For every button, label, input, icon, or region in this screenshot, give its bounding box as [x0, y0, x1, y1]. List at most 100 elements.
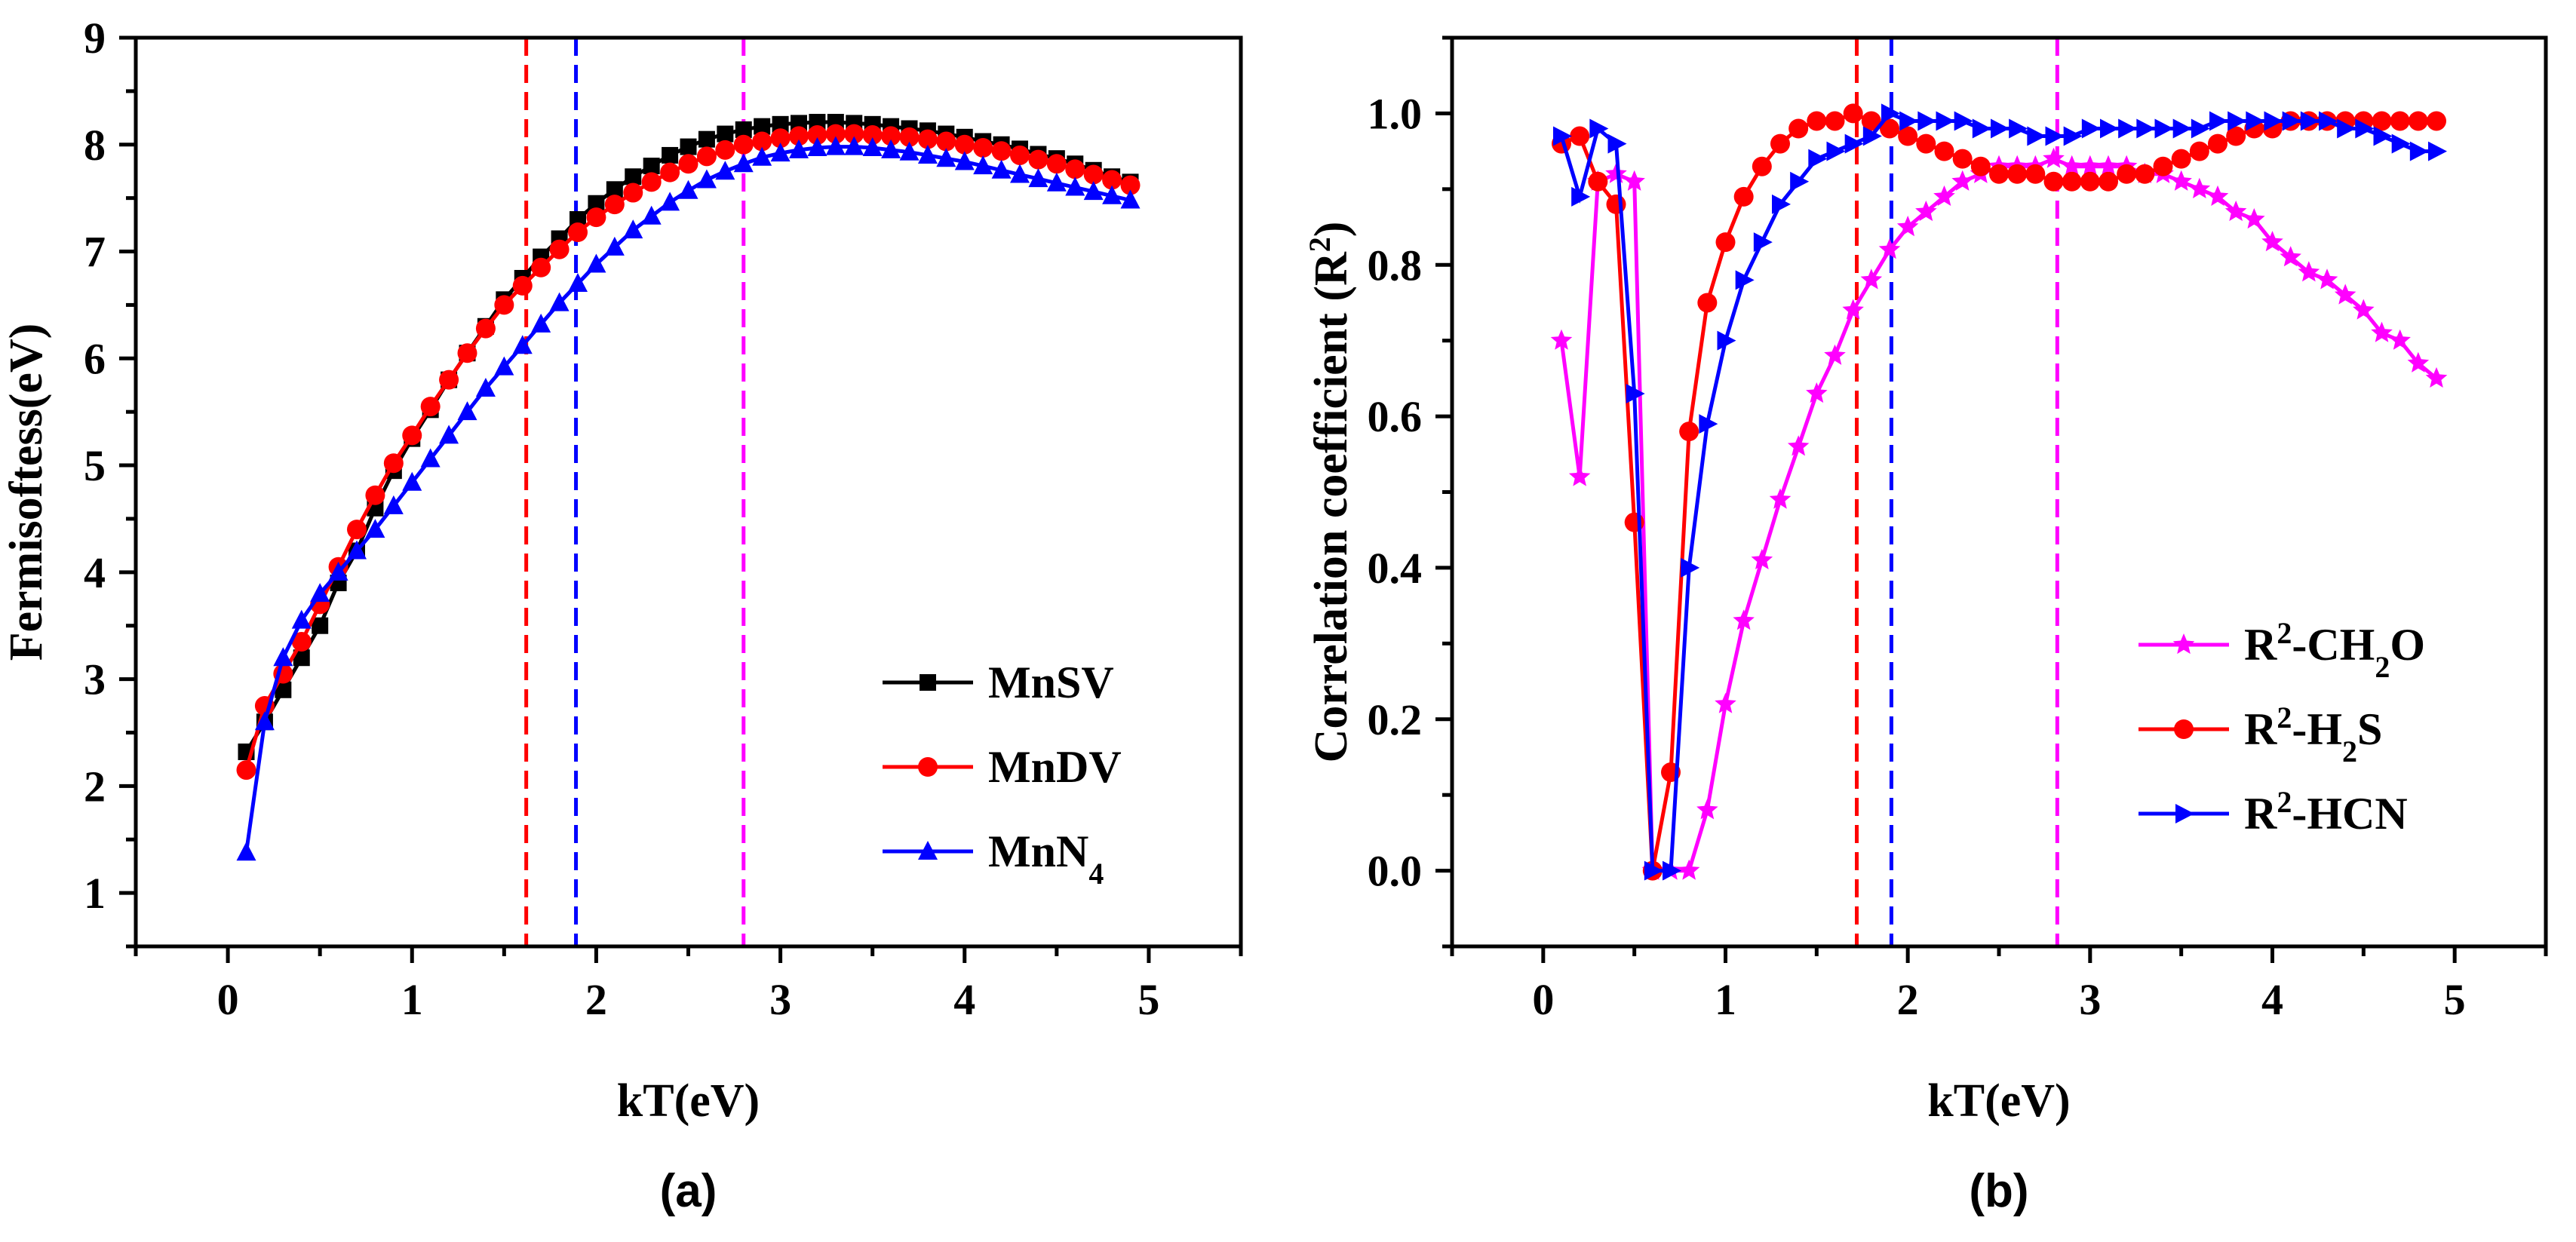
data-point: [236, 842, 256, 861]
data-point: [2226, 126, 2246, 146]
data-point: [1898, 126, 1918, 146]
data-point: [2099, 171, 2118, 192]
data-point: [991, 159, 1012, 179]
data-point: [844, 124, 864, 144]
data-point: [1663, 860, 1681, 881]
data-point: [2282, 111, 2301, 131]
data-point: [2080, 171, 2100, 192]
x-tick-label: 5: [2444, 975, 2466, 1024]
data-point: [954, 151, 975, 170]
x-tick-label: 2: [1897, 975, 1919, 1024]
data-point: [1972, 118, 1991, 139]
data-point: [347, 520, 367, 540]
data-point: [475, 318, 496, 339]
data-point: [531, 257, 551, 278]
data-point: [2407, 351, 2430, 373]
data-point: [604, 236, 625, 256]
y-tick-label: 2: [84, 762, 106, 811]
data-point: [1825, 111, 1845, 131]
data-point: [696, 169, 717, 189]
data-point: [2079, 155, 2102, 176]
data-point: [2408, 111, 2428, 131]
data-point: [1769, 488, 1792, 509]
data-point: [586, 253, 606, 273]
data-point: [825, 124, 846, 144]
data-point: [383, 453, 404, 474]
data-point: [772, 115, 789, 133]
data-point: [1626, 383, 1645, 403]
data-point: [625, 168, 642, 186]
legend-label: R2-CH2O: [2244, 616, 2425, 684]
data-point: [660, 162, 680, 182]
x-tick-label: 2: [585, 975, 607, 1024]
data-point: [1933, 185, 1955, 206]
data-point: [991, 141, 1012, 161]
x-tick-label: 1: [401, 975, 423, 1024]
data-point: [2243, 208, 2265, 229]
series-line: [1561, 111, 2436, 872]
data-point: [1753, 232, 1773, 253]
y-tick-label: 4: [84, 548, 106, 597]
series-line: [1559, 111, 2436, 873]
data-point: [862, 137, 883, 157]
data-point: [1954, 111, 1973, 131]
series-MnN4: [236, 136, 1141, 861]
data-point: [2007, 164, 2028, 184]
data-point: [2298, 261, 2320, 282]
chart-b: 0 1 2 3 4 5 0.0 0.2 0.4 0.6 0.8 1.0 kT(eV) Correlatio…: [1303, 35, 2548, 1217]
data-point: [1826, 141, 1846, 161]
legend-marker: [918, 757, 938, 777]
data-point: [1770, 133, 1790, 154]
y-tick-label: 7: [84, 228, 106, 277]
data-point: [1699, 414, 1718, 434]
data-point: [733, 153, 754, 173]
data-point: [2045, 126, 2065, 146]
data-point: [2061, 155, 2083, 176]
data-point: [1696, 799, 1718, 820]
data-point: [2188, 177, 2211, 198]
data-point: [1917, 111, 1937, 131]
y-tick-label: 3: [84, 655, 106, 704]
data-point: [1046, 154, 1067, 174]
data-point: [936, 148, 956, 167]
data-point: [475, 377, 496, 397]
data-point: [291, 631, 312, 652]
data-point: [402, 471, 422, 491]
data-point: [310, 583, 330, 603]
data-point: [1588, 171, 1608, 192]
data-point: [917, 144, 938, 164]
x-tick-label: 5: [1138, 975, 1159, 1024]
data-point: [2390, 111, 2410, 131]
data-point: [807, 137, 827, 157]
data-point: [698, 130, 715, 148]
data-point: [1733, 186, 1754, 207]
data-point: [678, 179, 698, 199]
legend-marker: [2174, 719, 2194, 739]
data-point: [1065, 159, 1085, 179]
data-point: [549, 239, 570, 259]
data-point: [770, 143, 791, 162]
legend-marker: [918, 841, 938, 860]
data-point: [254, 711, 275, 731]
data-point: [1681, 557, 1700, 578]
data-point: [2372, 111, 2392, 131]
data-point: [1772, 194, 1791, 214]
data-point: [1899, 111, 1919, 131]
data-point: [1028, 168, 1049, 188]
data-point: [2043, 171, 2064, 192]
x-tick-label: 0: [217, 975, 239, 1024]
data-point: [1952, 149, 1973, 169]
data-point: [1842, 299, 1864, 320]
data-point: [1881, 103, 1900, 124]
data-point: [752, 146, 772, 166]
data-point: [2264, 111, 2283, 131]
series-R2-HCN: [1553, 103, 2447, 881]
data-point: [1010, 164, 1030, 183]
data-point: [1697, 293, 1718, 313]
data-point: [715, 140, 735, 160]
data-point: [2153, 156, 2173, 176]
data-point: [1807, 111, 1827, 131]
panel-label: (a): [660, 1165, 717, 1217]
data-point: [2100, 118, 2119, 139]
